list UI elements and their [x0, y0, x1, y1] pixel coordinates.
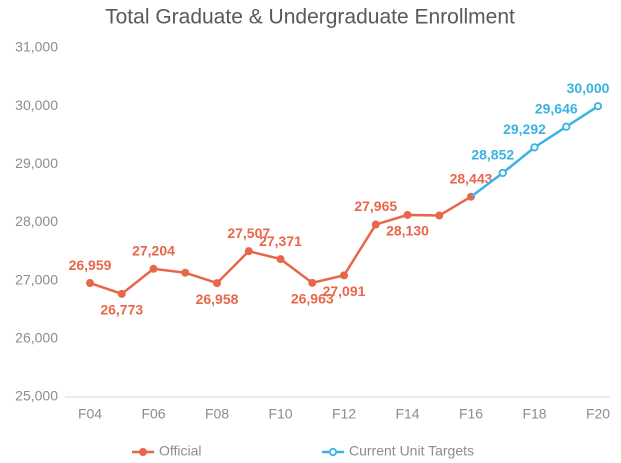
point: [181, 268, 190, 277]
point: [244, 247, 253, 256]
data-label: 28,852: [471, 147, 514, 163]
y-tick-label: 26,000: [15, 330, 58, 346]
y-tick-label: 25,000: [15, 388, 58, 404]
x-tick-label: F20: [586, 406, 610, 422]
x-tick-label: F08: [205, 406, 229, 422]
x-tick-label: F18: [522, 406, 546, 422]
chart-title: Total Graduate & Undergraduate Enrollmen…: [105, 6, 515, 29]
x-tick-label: F04: [78, 406, 102, 422]
y-tick-label: 30,000: [15, 97, 58, 113]
x-tick-label: F16: [459, 406, 483, 422]
legend-marker: [139, 448, 147, 456]
point: [593, 102, 603, 111]
legend-marker: [328, 447, 338, 457]
point: [117, 289, 126, 298]
data-label: 26,963: [291, 291, 334, 307]
point: [213, 279, 221, 288]
x-tick-label: F06: [141, 406, 165, 422]
data-label: 28,443: [450, 170, 493, 186]
data-label: 29,646: [535, 100, 578, 116]
x-tick-label: F14: [395, 406, 419, 422]
data-label: 27,091: [323, 283, 366, 299]
point: [149, 264, 158, 273]
point: [308, 278, 317, 287]
point: [86, 279, 94, 288]
legend-label: Official: [159, 443, 202, 459]
data-label: 27,204: [132, 243, 175, 259]
y-tick-label: 29,000: [15, 155, 58, 171]
data-label: 26,958: [196, 291, 239, 307]
data-label: 26,959: [69, 257, 112, 273]
data-label: 27,507: [227, 225, 270, 241]
point: [530, 143, 539, 152]
point: [562, 122, 571, 131]
y-tick-label: 31,000: [15, 39, 58, 55]
data-label: 29,292: [503, 121, 546, 137]
point: [371, 220, 380, 229]
data-label: 27,965: [354, 198, 397, 214]
y-tick-label: 28,000: [15, 213, 58, 229]
y-tick-label: 27,000: [15, 271, 58, 287]
x-tick-label: F12: [332, 406, 356, 422]
data-label: 27,371: [259, 233, 302, 249]
data-label: 26,773: [100, 302, 143, 318]
point: [403, 210, 412, 219]
point: [276, 255, 285, 264]
point: [435, 211, 444, 220]
point: [498, 168, 507, 178]
data-label: 28,130: [386, 223, 429, 239]
legend-label: Current Unit Targets: [349, 443, 474, 459]
data-label: 30,000: [567, 80, 610, 96]
x-tick-label: F10: [268, 406, 292, 422]
point: [340, 271, 348, 280]
